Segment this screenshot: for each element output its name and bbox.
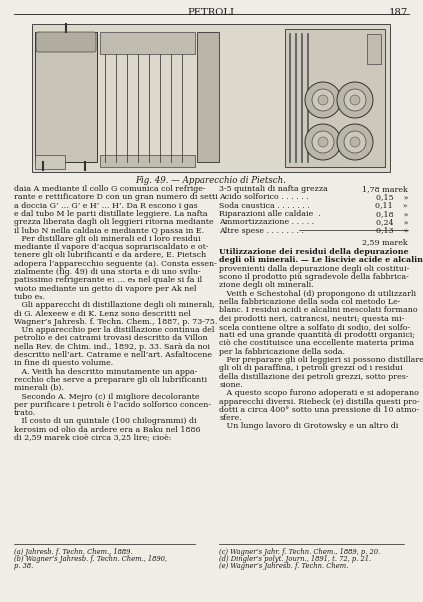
FancyBboxPatch shape xyxy=(36,32,96,52)
Text: provenienti dalla depurazione degli oli costitui-: provenienti dalla depurazione degli oli … xyxy=(219,265,409,273)
Text: tubo eₙ.: tubo eₙ. xyxy=(14,293,45,301)
Circle shape xyxy=(312,89,334,111)
Text: (c) Wagner’s Jahr. f. Techn. Chem., 1889, p. 20.: (c) Wagner’s Jahr. f. Techn. Chem., 1889… xyxy=(219,548,380,556)
Text: A. Veith ha descritto minutamente un appa-: A. Veith ha descritto minutamente un app… xyxy=(14,368,197,376)
Circle shape xyxy=(305,124,341,160)
Text: degli oli minerali. — Le liscivie acide e alcaline: degli oli minerali. — Le liscivie acide … xyxy=(219,256,423,264)
Bar xyxy=(35,32,97,162)
Text: Veith e Schestohal (d) propongono di utilizzarli: Veith e Schestohal (d) propongono di uti… xyxy=(219,290,416,297)
Bar xyxy=(100,32,195,54)
Text: Fig. 49. — Apparecchio di Pietsch.: Fig. 49. — Apparecchio di Pietsch. xyxy=(135,176,286,185)
Text: Wagner’s Jahresb. f. Techn. Chem., 1887, p. 73-75.: Wagner’s Jahresb. f. Techn. Chem., 1887,… xyxy=(14,318,217,326)
Circle shape xyxy=(350,95,360,105)
Text: zialmente (fig. 49) di una storta e di uno svilu-: zialmente (fig. 49) di una storta e di u… xyxy=(14,268,201,276)
Text: adopera l’apparecchio seguente (a). Consta essen-: adopera l’apparecchio seguente (a). Cons… xyxy=(14,259,217,268)
Text: Soda caustica . . . . . . .: Soda caustica . . . . . . . xyxy=(219,202,310,209)
Text: in fine di questo volume.: in fine di questo volume. xyxy=(14,359,113,367)
Text: recchio che serve a preparare gli oli lubrificanti: recchio che serve a preparare gli oli lu… xyxy=(14,376,207,384)
Bar xyxy=(100,155,195,167)
Text: Secondo A. Mejro (c) il migliore decolorante: Secondo A. Mejro (c) il migliore decolor… xyxy=(14,393,200,400)
Text: apparecchi diversi. Riebeck (e) distilla questi pro-: apparecchi diversi. Riebeck (e) distilla… xyxy=(219,397,420,406)
Text: trato.: trato. xyxy=(14,409,36,417)
Text: di G. Alexeew e di K. Lenz sono descritti nel: di G. Alexeew e di K. Lenz sono descritt… xyxy=(14,309,191,317)
Text: vuoto mediante un getto di vapore per Ak nel: vuoto mediante un getto di vapore per Ak… xyxy=(14,285,197,293)
Text: gli oli di paraffina, i petroli grezzi od i residui: gli oli di paraffina, i petroli grezzi o… xyxy=(219,364,403,372)
Text: 187: 187 xyxy=(389,8,408,17)
Text: A questo scopo furono adoperati e si adoperano: A questo scopo furono adoperati e si ado… xyxy=(219,389,419,397)
Text: Acido solforico . . . . . .: Acido solforico . . . . . . xyxy=(219,193,309,201)
Text: sfere.: sfere. xyxy=(219,414,242,422)
Text: nati ed una grande quantità di prodotti organici;: nati ed una grande quantità di prodotti … xyxy=(219,331,415,339)
Text: Per preparare gli oli leggieri si possono distillare: Per preparare gli oli leggieri si posson… xyxy=(219,356,423,364)
Text: scela contiene oltre a solfato di sodio, dei solfo-: scela contiene oltre a solfato di sodio,… xyxy=(219,323,410,331)
Text: a doccia G’ … G’ e H’ … H’. Da R escono i gas: a doccia G’ … G’ e H’ … H’. Da R escono … xyxy=(14,202,198,209)
Text: scono il prodotto più sgradevole della fabbrica-: scono il prodotto più sgradevole della f… xyxy=(219,273,409,281)
Text: zione degli oli minerali.: zione degli oli minerali. xyxy=(219,281,314,290)
Text: per la fabbricazione della soda.: per la fabbricazione della soda. xyxy=(219,348,345,356)
Text: 2,59 marek: 2,59 marek xyxy=(363,238,408,246)
Text: Altre spese . . . . . . . .: Altre spese . . . . . . . . xyxy=(219,226,304,235)
Text: Ammortizzazione . . . . .: Ammortizzazione . . . . . xyxy=(219,218,314,226)
Text: Riparazioni alle caldaie  .: Riparazioni alle caldaie . xyxy=(219,210,321,218)
Text: 1,78 marek: 1,78 marek xyxy=(362,185,408,193)
Text: kerosim od olio da ardere era a Baku nel 1886: kerosim od olio da ardere era a Baku nel… xyxy=(14,426,201,433)
Bar xyxy=(197,32,219,162)
Text: dei prodotti neri, catrancsi, neutri; questa mi-: dei prodotti neri, catrancsi, neutri; qu… xyxy=(219,314,404,323)
Text: ciò che costituisce una eccellente materia prima: ciò che costituisce una eccellente mater… xyxy=(219,340,414,347)
Text: mediante il vapore d’acqua soprariscaldato e ot-: mediante il vapore d’acqua soprariscalda… xyxy=(14,243,209,251)
Circle shape xyxy=(344,131,366,153)
Circle shape xyxy=(337,82,373,118)
Text: (e) Wagner’s Jahresb. f. Techn. Chem.: (e) Wagner’s Jahresb. f. Techn. Chem. xyxy=(219,562,348,571)
Text: daia A mediante il collo G comunica col refrige-: daia A mediante il collo G comunica col … xyxy=(14,185,206,193)
Text: minerali (b).: minerali (b). xyxy=(14,384,64,392)
Text: PETROLI: PETROLI xyxy=(187,8,234,17)
Text: petrolio e dei catrami trovasi descritto da Villon: petrolio e dei catrami trovasi descritto… xyxy=(14,334,208,343)
Bar xyxy=(367,34,381,64)
Text: dotti a circa 400° sotto una pressione di 10 atmo-: dotti a circa 400° sotto una pressione d… xyxy=(219,406,419,414)
Text: Un apparecchio per la distillazione continua del: Un apparecchio per la distillazione cont… xyxy=(14,326,214,334)
Text: Per distillare gli oli minerali ed i loro residui: Per distillare gli oli minerali ed i lor… xyxy=(14,235,201,243)
Circle shape xyxy=(312,131,334,153)
Text: per purificare i petroli è l’acido solforico concen-: per purificare i petroli è l’acido solfo… xyxy=(14,401,211,409)
Text: blanc. I residui acidi e alcalini mescolati formano: blanc. I residui acidi e alcalini mescol… xyxy=(219,306,418,314)
Circle shape xyxy=(305,82,341,118)
Text: nella fabbricazione della soda col metodo Le-: nella fabbricazione della soda col metod… xyxy=(219,298,401,306)
Text: e dal tubo M le parti distillate leggiere. La nafta: e dal tubo M le parti distillate leggier… xyxy=(14,210,208,218)
Text: (b) Wagner’s Jahresb. f. Techn. Chem., 1890,: (b) Wagner’s Jahresb. f. Techn. Chem., 1… xyxy=(14,555,167,563)
Text: grezza liberata dagli oli leggieri ritorna mediante: grezza liberata dagli oli leggieri ritor… xyxy=(14,218,214,226)
Circle shape xyxy=(318,137,328,147)
Text: di 2,59 marek cioè circa 3,25 lire; cioè:: di 2,59 marek cioè circa 3,25 lire; cioè… xyxy=(14,434,171,442)
Text: descritto nell’art. Catrame e nell’art. Asfaltocene: descritto nell’art. Catrame e nell’art. … xyxy=(14,351,212,359)
Text: 0,18    »: 0,18 » xyxy=(376,210,408,218)
Bar xyxy=(35,155,65,169)
Circle shape xyxy=(344,89,366,111)
Text: 0,15    »: 0,15 » xyxy=(376,193,408,201)
Circle shape xyxy=(350,137,360,147)
Text: Utilizzazione dei residui della depurazione: Utilizzazione dei residui della depurazi… xyxy=(219,248,409,256)
Bar xyxy=(285,29,385,167)
Text: 0,13    »: 0,13 » xyxy=(376,226,408,235)
Circle shape xyxy=(337,124,373,160)
Text: tenere gli oli lubrificanti e da ardere, E. Pietsch: tenere gli oli lubrificanti e da ardere,… xyxy=(14,252,206,259)
Text: sione.: sione. xyxy=(219,381,243,389)
Text: della distillazione dei petroli grezzi, sotto pres-: della distillazione dei petroli grezzi, … xyxy=(219,373,409,380)
Circle shape xyxy=(318,95,328,105)
Text: Un lungo lavoro di Grotowsky e un altro di: Un lungo lavoro di Grotowsky e un altro … xyxy=(219,423,398,430)
Text: il lubo N nella caldaia e mediante Q passa in E.: il lubo N nella caldaia e mediante Q pas… xyxy=(14,226,204,235)
Text: 3-5 quintali di nafta grezza: 3-5 quintali di nafta grezza xyxy=(219,185,328,193)
Text: (d) Dingler’s polyt. Journ., 1891, t. 72, p. 21.: (d) Dingler’s polyt. Journ., 1891, t. 72… xyxy=(219,555,371,563)
Text: nella Rev. de Chim. ind., 1892, p. 33. Sarà da noi: nella Rev. de Chim. ind., 1892, p. 33. S… xyxy=(14,343,210,351)
Text: 0,11    »: 0,11 » xyxy=(375,202,408,209)
Text: p. 38.: p. 38. xyxy=(14,562,33,571)
Text: (a) Jahresb. f. Techn. Chem., 1889.: (a) Jahresb. f. Techn. Chem., 1889. xyxy=(14,548,132,556)
Bar xyxy=(32,24,390,172)
Text: Gli apparecchi di distillazione degli oli minerali,: Gli apparecchi di distillazione degli ol… xyxy=(14,301,215,309)
Text: Il costo di un quintale (100 chilogrammi) di: Il costo di un quintale (100 chilogrammi… xyxy=(14,417,197,426)
Text: 0,24    »: 0,24 » xyxy=(376,218,408,226)
Text: patissimo refrigerante e₁ … eₙ nel quale si fa il: patissimo refrigerante e₁ … eₙ nel quale… xyxy=(14,276,202,284)
Text: rante e rettificatore D con un gran numero di setti: rante e rettificatore D con un gran nume… xyxy=(14,193,218,201)
